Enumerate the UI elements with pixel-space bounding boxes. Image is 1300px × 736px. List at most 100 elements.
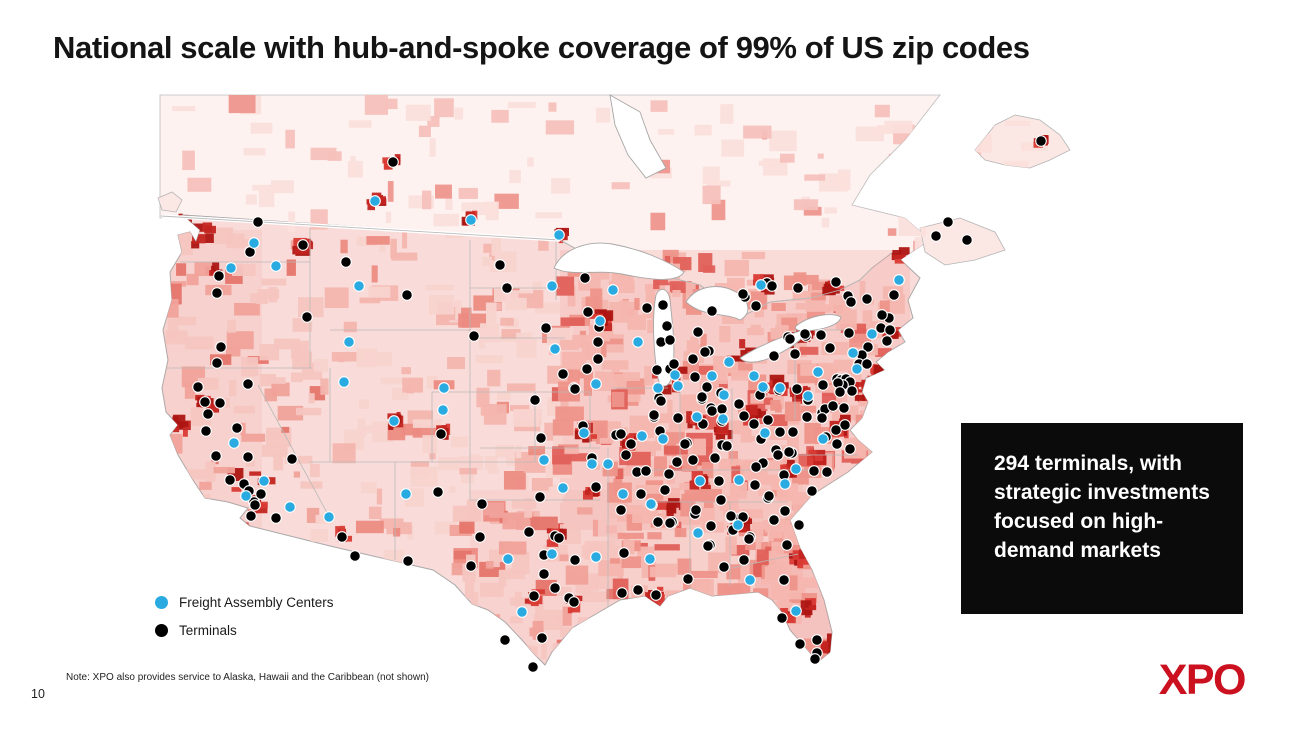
zip-density-patch <box>426 375 438 389</box>
terminal-dot <box>651 364 663 376</box>
zip-density-patch <box>677 558 692 575</box>
terminal-dot <box>529 394 541 406</box>
terminal-dot <box>569 383 581 395</box>
zip-density-patch <box>1039 191 1051 199</box>
zip-density-patch <box>668 498 680 504</box>
zip-density-patch <box>427 116 440 127</box>
zip-density-patch <box>663 445 688 455</box>
terminal-dot <box>224 474 236 486</box>
zip-density-patch <box>633 542 648 550</box>
map-legend: Freight Assembly Centers Terminals <box>155 588 334 644</box>
terminal-dot <box>387 156 399 168</box>
terminal-dot <box>679 438 691 450</box>
zip-density-patch <box>719 326 731 343</box>
terminal-dot <box>876 309 888 321</box>
terminal-dot <box>582 306 594 318</box>
zip-density-patch <box>261 444 288 457</box>
zip-density-patch <box>800 363 817 376</box>
zip-density-patch <box>401 367 412 375</box>
zip-density-patch <box>340 239 348 254</box>
zip-density-patch <box>187 177 212 192</box>
terminal-dot <box>781 539 793 551</box>
zip-density-patch <box>320 378 329 395</box>
zip-density-patch <box>724 259 750 277</box>
fac-dot <box>692 527 704 539</box>
terminal-dot <box>774 426 786 438</box>
zip-density-patch <box>692 344 705 364</box>
terminal-dot <box>687 353 699 365</box>
zip-density-patch <box>780 464 792 472</box>
zip-density-patch <box>435 184 452 199</box>
zip-density-patch <box>531 477 553 491</box>
fac-dot <box>465 214 477 226</box>
zip-density-patch <box>715 434 726 440</box>
zip-density-patch <box>893 459 916 480</box>
zip-density-patch <box>559 554 569 562</box>
zip-density-patch <box>753 562 762 578</box>
fac-dot <box>774 382 786 394</box>
zip-density-patch <box>290 372 303 383</box>
zip-density-patch <box>226 331 254 350</box>
zip-density-patch <box>619 300 629 319</box>
zip-density-patch <box>245 460 255 467</box>
zip-density-patch <box>315 514 331 524</box>
zip-density-patch <box>875 453 904 463</box>
zip-density-patch <box>657 586 664 591</box>
zip-density-patch <box>266 377 286 384</box>
terminal-dot <box>620 449 632 461</box>
terminal-dot <box>689 371 701 383</box>
zip-density-patch <box>611 365 620 374</box>
zip-density-patch <box>818 173 848 192</box>
zip-density-patch <box>534 302 560 314</box>
zip-density-patch <box>429 138 436 157</box>
zip-density-patch <box>498 541 527 555</box>
zip-density-patch <box>562 606 572 626</box>
zip-density-patch <box>654 279 670 286</box>
terminal-dot <box>523 526 535 538</box>
fac-dot <box>594 315 606 327</box>
zip-density-patch <box>438 457 466 471</box>
zip-density-patch <box>780 153 795 163</box>
zip-density-patch <box>800 405 817 413</box>
zip-density-patch <box>546 528 553 534</box>
terminal-dot <box>699 346 711 358</box>
zip-density-patch <box>177 316 197 326</box>
zip-density-patch <box>228 95 256 114</box>
zip-density-patch <box>564 495 581 512</box>
zip-density-patch <box>827 598 854 613</box>
terminal-dot <box>501 282 513 294</box>
zip-density-patch <box>653 594 665 607</box>
zip-density-patch <box>769 381 776 395</box>
zip-density-patch <box>666 504 675 510</box>
james-bay <box>609 94 667 179</box>
zip-density-patch <box>225 346 241 357</box>
terminal-dot <box>569 554 581 566</box>
terminal-dot <box>794 638 806 650</box>
zip-density-patch <box>273 452 284 471</box>
zip-density-patch <box>789 575 798 591</box>
zip-density-patch <box>799 346 819 355</box>
zip-density-patch <box>831 628 850 634</box>
zip-density-patch <box>567 285 576 307</box>
fac-dot <box>757 381 769 393</box>
terminal-dot <box>213 270 225 282</box>
terminal-dot <box>249 499 261 511</box>
zip-density-patch <box>830 285 845 291</box>
zip-density-patch <box>690 579 714 600</box>
fac-dot <box>644 553 656 565</box>
zip-density-patch <box>726 277 745 291</box>
legend-label: Freight Assembly Centers <box>179 594 334 610</box>
zip-density-patch <box>555 406 584 422</box>
zip-density-patch <box>898 247 910 255</box>
zip-density-patch <box>559 339 580 350</box>
zip-density-patch <box>645 285 656 306</box>
zip-density-patch <box>596 107 611 123</box>
zip-density-patch <box>487 467 499 474</box>
zip-density-patch <box>658 129 675 135</box>
zip-density-patch <box>711 199 726 221</box>
fac-dot <box>733 474 745 486</box>
zip-density-patch <box>205 404 220 413</box>
fac-dot <box>748 370 760 382</box>
zip-density-patch <box>655 501 669 510</box>
fac-dot <box>632 336 644 348</box>
